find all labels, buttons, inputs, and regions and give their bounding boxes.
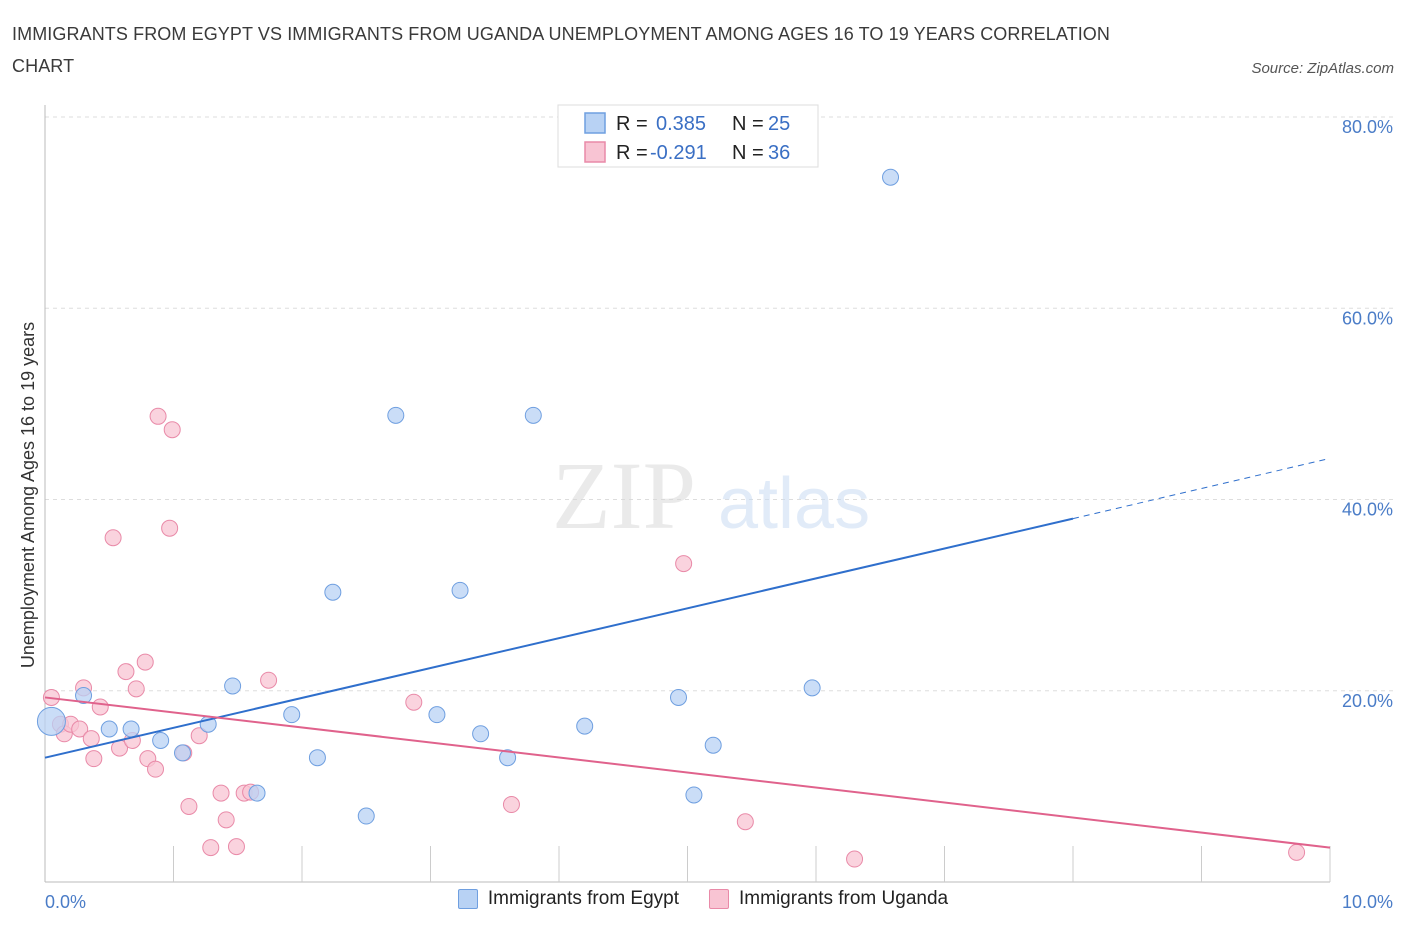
uganda-point[interactable] [212,784,230,802]
uganda-point[interactable] [217,811,235,829]
egypt-point[interactable] [704,736,722,754]
uganda-point[interactable] [71,720,89,738]
uganda-point[interactable] [736,813,754,831]
trend-lines [44,457,1331,849]
legend-swatch-egypt-bottom [457,889,478,909]
egypt-point[interactable] [670,688,688,706]
uganda-point[interactable] [136,653,154,671]
uganda-trend-line [44,696,1331,849]
uganda-point[interactable] [127,680,145,698]
uganda-point[interactable] [502,796,520,814]
egypt-point[interactable] [803,679,821,697]
chart-title: IMMIGRANTS FROM EGYPT VS IMMIGRANTS FROM… [12,24,1110,76]
uganda-point[interactable] [846,850,864,868]
legend-swatch-uganda [584,141,606,163]
y-tick-labels: 20.0% 40.0% 60.0% 80.0% [1342,117,1393,711]
x-ticks [173,846,1331,882]
uganda-point[interactable] [260,671,278,689]
legend-n-label-uganda: N = [732,142,764,164]
uganda-point[interactable] [85,750,103,768]
egypt-point[interactable] [283,706,301,724]
y-tick-label: 80.0% [1342,117,1393,137]
legend-label-egypt: Immigrants from Egypt [487,888,680,909]
legend-r-value-egypt: 0.385 [656,113,706,135]
egypt-point[interactable] [685,786,703,804]
egypt-point[interactable] [387,406,405,424]
egypt-point[interactable] [428,706,446,724]
source-label: Source: ZipAtlas.com [1251,60,1394,77]
watermark: ZIP atlas [552,442,870,549]
legend-item-egypt[interactable]: Immigrants from Egypt [457,888,680,910]
legend-r-value-uganda: -0.291 [650,142,707,164]
uganda-point[interactable] [82,730,100,748]
uganda-point[interactable] [161,519,179,537]
legend-n-value-uganda: 36 [768,142,790,164]
legend-r-label-egypt: R = [616,113,648,135]
uganda-point[interactable] [149,407,167,425]
egypt-point[interactable] [36,706,66,736]
y-tick-label: 40.0% [1342,500,1393,520]
uganda-point[interactable] [163,421,181,439]
uganda-point[interactable] [227,838,245,856]
egypt-point[interactable] [357,807,375,825]
legend-n-label-egypt: N = [732,113,764,135]
legend-label-uganda: Immigrants from Uganda [739,888,949,909]
y-tick-label: 60.0% [1342,308,1393,328]
uganda-point[interactable] [405,693,423,711]
series-legend: Immigrants from Egypt Immigrants from Ug… [0,888,1406,910]
uganda-point[interactable] [190,727,208,745]
legend-swatch-uganda-bottom [709,889,730,909]
egypt-point[interactable] [75,687,93,705]
y-axis-label: Unemployment Among Ages 16 to 19 years [18,322,38,668]
uganda-point[interactable] [675,555,693,573]
uganda-point[interactable] [180,797,198,815]
egypt-trend-extension [1072,457,1331,520]
egypt-point[interactable] [499,749,517,767]
x-tick-label-min: 0.0% [45,892,86,912]
egypt-point[interactable] [152,731,170,749]
legend-n-value-egypt: 25 [768,113,790,135]
uganda-point[interactable] [104,529,122,547]
stats-legend: R = 0.385 N = 25 R = -0.291 N = 36 [557,104,819,168]
egypt-point[interactable] [224,677,242,695]
uganda-point[interactable] [117,663,135,681]
watermark-zip: ZIP [552,442,696,549]
egypt-point[interactable] [122,720,140,738]
egypt-point[interactable] [248,784,266,802]
uganda-point[interactable] [147,760,165,778]
egypt-point[interactable] [100,720,118,738]
egypt-point[interactable] [308,749,326,767]
legend-r-label-uganda: R = [616,142,648,164]
egypt-trend-line [44,517,1074,759]
egypt-point[interactable] [882,168,900,186]
x-tick-label-max: 10.0% [1342,892,1393,912]
legend-swatch-egypt [584,112,606,134]
egypt-point[interactable] [576,717,594,735]
egypt-point[interactable] [524,406,542,424]
y-tick-label: 20.0% [1342,691,1393,711]
egypt-point[interactable] [173,744,191,762]
uganda-point[interactable] [202,839,220,857]
egypt-point[interactable] [472,725,490,743]
uganda-point[interactable] [1288,843,1306,861]
egypt-points [36,168,900,825]
uganda-point[interactable] [91,698,109,716]
gridlines [45,116,1395,692]
egypt-point[interactable] [451,581,469,599]
egypt-point[interactable] [324,583,342,601]
watermark-atlas: atlas [718,464,870,544]
legend-item-uganda[interactable]: Immigrants from Uganda [709,888,948,910]
